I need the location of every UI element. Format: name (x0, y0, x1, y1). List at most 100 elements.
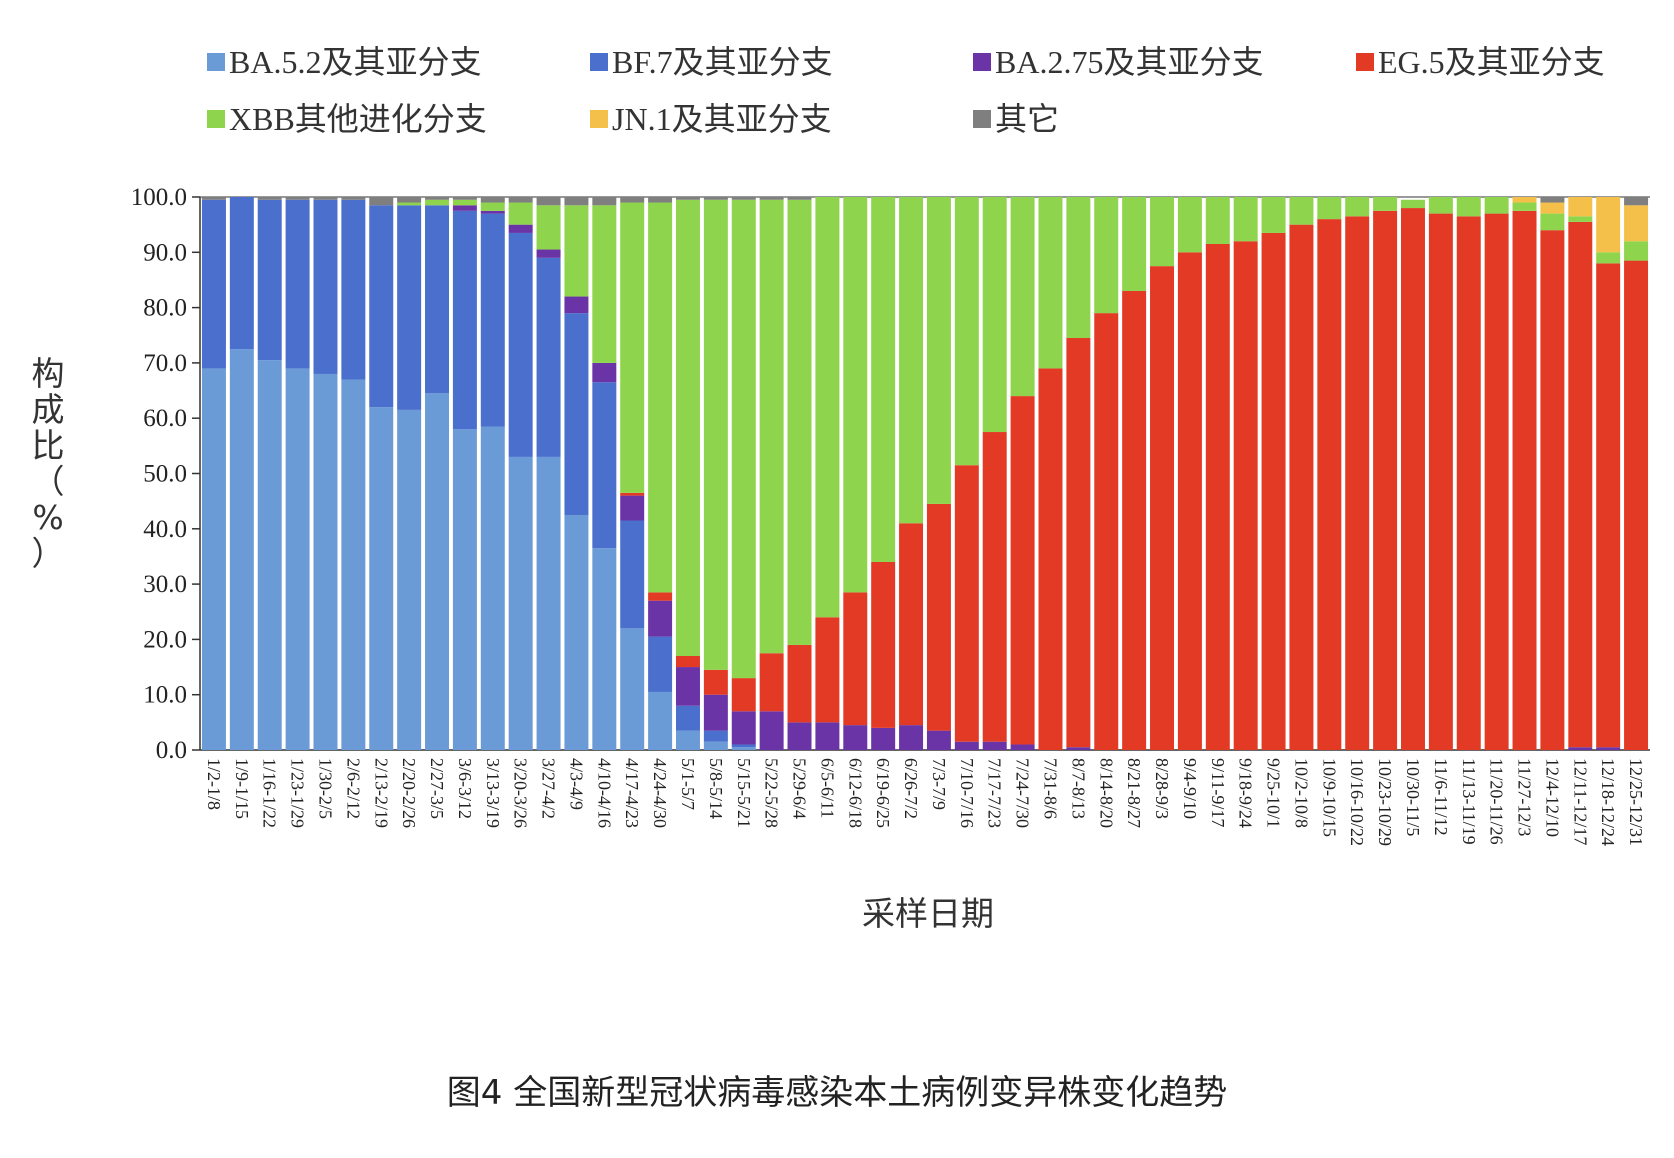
bar-segment (1624, 197, 1649, 206)
bar-segment (843, 592, 868, 726)
bar-segment (648, 197, 673, 203)
x-tick-label: 5/22-5/28 (762, 758, 782, 828)
figure-caption: 图4 全国新型冠状病毒感染本土病例变异株变化趋势 (446, 1073, 1228, 1113)
bar-segment (1094, 197, 1119, 314)
bar-segment (1010, 744, 1035, 750)
x-tick-label: 2/20-2/26 (399, 758, 419, 828)
bar-segment (899, 725, 924, 750)
x-tick-label: 10/30-11/5 (1403, 758, 1423, 836)
bar-segment (1373, 210, 1398, 750)
bar-segment (480, 197, 505, 203)
bar-segment (675, 199, 700, 656)
bar-segment (229, 197, 254, 350)
bar-segment (1624, 205, 1649, 242)
bar-segment (982, 432, 1007, 742)
bar-segment (1624, 260, 1649, 750)
x-tick-label: 6/19-6/25 (873, 758, 893, 828)
bar-segment (815, 617, 840, 723)
bar-segment (1400, 208, 1425, 750)
bar-segment (731, 197, 756, 200)
bar-segment (1568, 747, 1593, 750)
bar-segment (703, 197, 728, 200)
y-tick-label: 0.0 (156, 737, 187, 764)
bar-segment (285, 197, 310, 200)
bar-segment (759, 197, 784, 200)
bar-segment (592, 382, 617, 549)
bar-segment (675, 705, 700, 731)
bar-segment (620, 202, 645, 493)
legend-label: BF.7及其亚分支 (612, 44, 833, 80)
bar-segment (759, 711, 784, 750)
bar-segment (313, 373, 338, 750)
bar-segment (1010, 396, 1035, 745)
bar-segment (1456, 197, 1481, 217)
x-tick-label: 10/23-10/29 (1375, 758, 1395, 846)
bar-segment (1094, 313, 1119, 750)
y-tick-label: 60.0 (143, 405, 187, 432)
bar-segment (257, 197, 282, 200)
bar-segment (257, 360, 282, 750)
bar-segment (620, 197, 645, 203)
bar-segment (675, 197, 700, 200)
x-tick-label: 2/27-3/5 (427, 758, 447, 819)
legend-label: 其它 (995, 101, 1059, 137)
bar-segment (452, 197, 477, 200)
bar-segment (1596, 252, 1621, 264)
x-tick-label: 6/5-6/11 (817, 758, 837, 818)
bar-segment (648, 600, 673, 637)
bar-segment (703, 741, 728, 750)
bar-segment (564, 197, 589, 206)
x-tick-label: 3/6-3/12 (455, 758, 475, 819)
bar-segment (508, 224, 533, 233)
bar-series (201, 197, 1649, 751)
x-tick-label: 4/10-4/16 (594, 758, 614, 828)
bar-segment (480, 426, 505, 750)
bar-segment (1428, 213, 1453, 751)
bar-segment (982, 741, 1007, 750)
legend-swatch (973, 110, 991, 128)
y-tick-label: 50.0 (143, 461, 187, 488)
x-tick-label: 8/14-8/20 (1096, 758, 1116, 828)
bar-segment (731, 747, 756, 750)
bar-segment (1261, 232, 1286, 750)
x-tick-label: 9/4-9/10 (1180, 758, 1200, 819)
bar-segment (926, 730, 951, 750)
bar-segment (397, 205, 422, 410)
bar-segment (1038, 368, 1063, 750)
chart-legend: BA.5.2及其亚分支 BF.7及其亚分支 BA.2.75及其亚分支 EG.5及其亚分… (207, 44, 1605, 137)
bar-segment (480, 210, 505, 214)
bar-segment (341, 379, 366, 750)
bar-segment (926, 503, 951, 731)
x-tick-label: 6/26-7/2 (901, 758, 921, 819)
bar-segment (425, 205, 450, 394)
x-tick-label: 7/31-8/6 (1040, 758, 1060, 819)
x-tick-label: 3/27-4/2 (539, 758, 559, 819)
bar-segment (592, 548, 617, 750)
bar-segment (731, 744, 756, 748)
bar-segment (1428, 197, 1453, 214)
y-tick-label: 20.0 (143, 626, 187, 653)
bar-segment (954, 465, 979, 742)
x-tick-label: 11/13-11/19 (1459, 758, 1479, 845)
y-tick-label: 100.0 (131, 184, 187, 211)
bar-segment (369, 197, 394, 206)
bar-segment (508, 232, 533, 457)
bar-segment (1317, 197, 1342, 220)
bar-segment (1205, 244, 1230, 750)
x-axis-title: 采样日期 (862, 894, 994, 933)
bar-segment (536, 197, 561, 206)
x-tick-label: 9/11-9/17 (1208, 758, 1228, 827)
legend-swatch (207, 53, 225, 71)
bar-segment (536, 249, 561, 258)
x-tick-label: 10/2-10/8 (1291, 758, 1311, 828)
y-tick-label: 40.0 (143, 516, 187, 543)
bar-segment (397, 409, 422, 750)
bar-segment (425, 197, 450, 200)
x-tick-label: 5/29-6/4 (790, 758, 810, 819)
bar-segment (675, 730, 700, 750)
bar-segment (508, 202, 533, 225)
x-tick-label: 1/9-1/15 (232, 758, 252, 819)
x-tick-label: 8/21-8/27 (1124, 758, 1144, 828)
x-tick-label: 9/25-10/1 (1264, 758, 1284, 828)
bar-segment (1540, 213, 1565, 231)
